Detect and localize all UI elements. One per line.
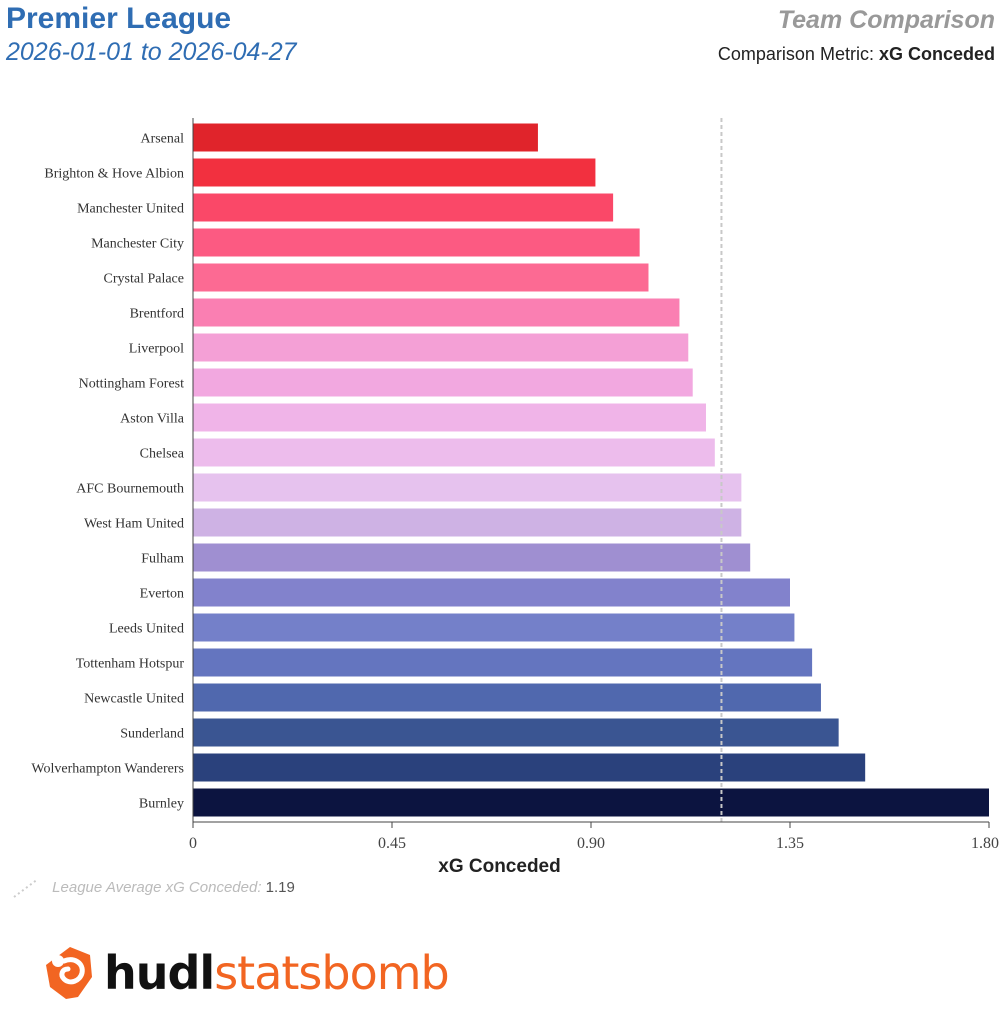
- x-tick-label: 0.45: [378, 835, 406, 850]
- team-label: Leeds United: [109, 622, 184, 637]
- x-tick-label: 0.90: [577, 835, 605, 850]
- team-label: Everton: [140, 587, 184, 602]
- x-tick-label: 1.80: [971, 835, 999, 850]
- x-tick-label: 1.35: [776, 835, 804, 850]
- bar: [193, 543, 751, 572]
- bar: [193, 158, 596, 187]
- x-axis: 0 0.45 0.90 1.35 1.80: [189, 118, 999, 850]
- team-label: Manchester City: [91, 237, 184, 252]
- bar: [193, 753, 866, 782]
- team-label: Wolverhampton Wanderers: [31, 762, 184, 777]
- bar: [193, 333, 689, 362]
- team-label: Manchester United: [77, 202, 184, 217]
- bar: [193, 438, 715, 467]
- hudl-statsbomb-logo: hudlstatsbomb: [40, 938, 450, 1008]
- brand-wordmark: hudlstatsbomb: [104, 946, 450, 1000]
- team-label: Brentford: [130, 307, 184, 322]
- bar: [193, 473, 742, 502]
- bar: [193, 648, 813, 677]
- bar: [193, 508, 742, 537]
- team-label: Sunderland: [120, 727, 184, 742]
- bar: [193, 368, 693, 397]
- bar: [193, 718, 839, 747]
- team-label: AFC Bournemouth: [76, 482, 184, 497]
- date-range: 2026-01-01 to 2026-04-27: [6, 38, 297, 66]
- panel-title: Team Comparison: [777, 6, 995, 34]
- bar: [193, 123, 538, 152]
- bar: [193, 613, 795, 642]
- metric-prefix: Comparison Metric:: [717, 44, 874, 64]
- bar: [193, 228, 640, 257]
- comparison-metric: Comparison Metric: xG Conceded: [718, 44, 995, 65]
- team-label: West Ham United: [84, 517, 184, 532]
- team-label: Aston Villa: [120, 412, 185, 427]
- team-label: Arsenal: [140, 132, 184, 147]
- team-label: Fulham: [141, 552, 184, 567]
- bars-group: [193, 123, 989, 817]
- team-label: Burnley: [139, 797, 184, 812]
- league-average-value: 1.19: [265, 878, 295, 896]
- team-label: Brighton & Hove Albion: [44, 167, 184, 182]
- x-tick-label: 0: [189, 835, 197, 850]
- team-labels-group: Arsenal Brighton & Hove Albion Manchester …: [31, 132, 184, 812]
- bar: [193, 263, 649, 292]
- team-label: Newcastle United: [84, 692, 184, 707]
- team-label: Crystal Palace: [104, 272, 184, 287]
- hudl-shield-icon: [46, 947, 92, 999]
- bar-chart: Arsenal Brighton & Hove Albion Manchester …: [31, 118, 999, 850]
- brand-statsbomb: statsbomb: [214, 946, 450, 1000]
- bar: [193, 298, 680, 327]
- bar: [193, 193, 614, 222]
- dashed-line-swatch: [13, 878, 39, 898]
- team-label: Liverpool: [129, 342, 184, 357]
- bar: [193, 578, 790, 607]
- page-title: Premier League: [6, 2, 232, 35]
- team-label: Nottingham Forest: [79, 377, 184, 392]
- league-average-label: League Average xG Conceded:: [52, 878, 262, 896]
- bar: [193, 683, 821, 712]
- team-label: Chelsea: [140, 447, 185, 462]
- brand-hudl: hudl: [104, 946, 215, 1000]
- x-axis-title: xG Conceded: [438, 856, 561, 877]
- bar: [193, 788, 989, 817]
- league-average-legend: League Average xG Conceded: 1.19: [12, 878, 295, 898]
- metric-value: xG Conceded: [878, 44, 995, 64]
- bar: [193, 403, 706, 432]
- team-label: Tottenham Hotspur: [76, 657, 185, 672]
